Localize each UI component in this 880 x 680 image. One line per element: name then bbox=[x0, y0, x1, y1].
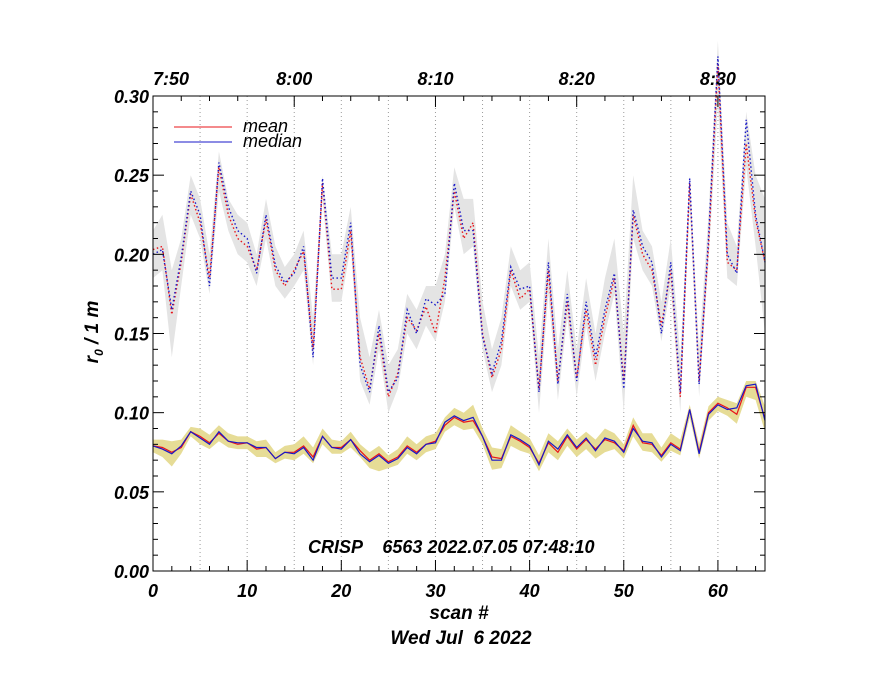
y-tick-label: 0.00 bbox=[114, 562, 149, 582]
y-tick-label: 0.30 bbox=[114, 87, 149, 107]
legend-mean-label: mean bbox=[243, 116, 288, 136]
y-axis-title: r0 / 1 m bbox=[82, 301, 106, 364]
legend-median-label: median bbox=[243, 131, 302, 151]
spread-bands bbox=[153, 40, 765, 472]
x-tick-label: 40 bbox=[519, 581, 540, 601]
legend: mean median bbox=[174, 116, 302, 151]
y-tick-label: 0.20 bbox=[114, 245, 149, 265]
instrument-annotation: CRISP 6563 2022.07.05 07:48:10 bbox=[308, 537, 595, 557]
top-time-label: 8:30 bbox=[700, 69, 736, 89]
x-tick-label: 10 bbox=[237, 581, 257, 601]
vertical-gridlines bbox=[199, 96, 719, 571]
x-tick-label: 20 bbox=[330, 581, 351, 601]
y-tick-label: 0.25 bbox=[114, 166, 150, 186]
y-axis-title-main: r bbox=[82, 354, 103, 363]
y-axis-title-unit: / 1 m bbox=[82, 301, 103, 350]
top-time-label: 7:50 bbox=[153, 69, 189, 89]
x-tick-label: 0 bbox=[148, 581, 158, 601]
y-axis-title-subscript: 0 bbox=[92, 349, 106, 356]
x-tick-label: 50 bbox=[614, 581, 634, 601]
axis-ticks: 0.00 0.05 0.10 0.15 0.20 0.25 0.30 0 10 20 30 40 50 6… bbox=[114, 69, 765, 601]
y-tick-label: 0.15 bbox=[114, 325, 150, 345]
lower-spread-band bbox=[153, 381, 765, 472]
top-time-label: 8:10 bbox=[417, 69, 453, 89]
upper-spread-band bbox=[153, 40, 765, 413]
top-time-label: 8:20 bbox=[559, 69, 595, 89]
date-label: Wed Jul 6 2022 bbox=[390, 628, 532, 649]
x-tick-label: 30 bbox=[425, 581, 445, 601]
lower-median-line bbox=[152, 383, 766, 467]
lower-mean-line bbox=[152, 386, 766, 465]
top-time-label: 8:00 bbox=[276, 69, 312, 89]
x-axis-title: scan # bbox=[429, 603, 489, 624]
plot-frame bbox=[152, 95, 766, 572]
series-lines bbox=[152, 56, 766, 467]
x-tick-label: 60 bbox=[708, 581, 728, 601]
y-tick-label: 0.05 bbox=[114, 483, 150, 503]
y-tick-label: 0.10 bbox=[114, 404, 149, 424]
